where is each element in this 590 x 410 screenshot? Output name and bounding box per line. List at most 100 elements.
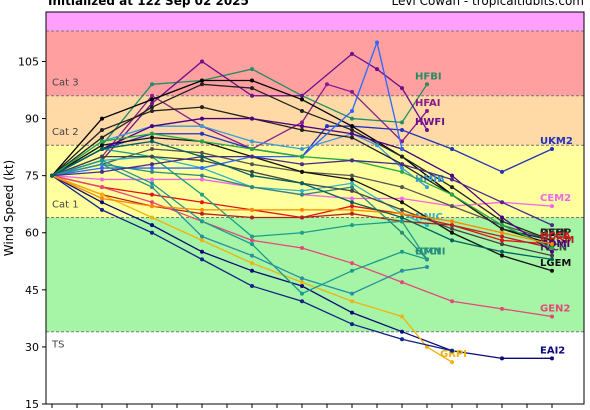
series-point xyxy=(150,230,154,235)
series-point xyxy=(250,173,254,178)
series-point xyxy=(100,143,104,148)
series-point xyxy=(450,299,454,304)
category-band-label: TS xyxy=(51,340,64,351)
series-point xyxy=(550,314,554,319)
series-point xyxy=(325,82,329,87)
series-point xyxy=(200,234,204,239)
series-point xyxy=(200,177,204,182)
series-point xyxy=(250,139,254,144)
series-point xyxy=(100,192,104,197)
series-point xyxy=(450,230,454,235)
series-point xyxy=(350,211,354,216)
series-point xyxy=(200,158,204,163)
series-point xyxy=(550,147,554,152)
series-point xyxy=(250,207,254,212)
series-point xyxy=(200,200,204,205)
series-point xyxy=(250,253,254,258)
series-point xyxy=(100,127,104,132)
series-point xyxy=(150,223,154,228)
series-point xyxy=(150,169,154,174)
series-point xyxy=(150,215,154,220)
series-point xyxy=(400,230,404,235)
series-point xyxy=(500,242,504,247)
series-point xyxy=(450,204,454,209)
series-point xyxy=(250,162,254,167)
series-point xyxy=(200,257,204,262)
series-point xyxy=(400,120,404,125)
series-point xyxy=(100,166,104,171)
series-point xyxy=(350,322,354,327)
series-point xyxy=(250,78,254,83)
series-point xyxy=(350,188,354,193)
series-point xyxy=(550,238,554,243)
series-point xyxy=(150,154,154,159)
series-point xyxy=(100,147,104,152)
series-point xyxy=(300,188,304,193)
series-point xyxy=(300,291,304,296)
series-point xyxy=(200,154,204,159)
category-band xyxy=(46,12,584,32)
series-point xyxy=(400,162,404,167)
series-point xyxy=(250,116,254,121)
series-label: DSHP xyxy=(540,227,571,238)
series-point xyxy=(500,306,504,311)
series-label: HWFI xyxy=(415,117,445,128)
series-point xyxy=(200,116,204,121)
series-point xyxy=(400,314,404,319)
series-line xyxy=(51,125,428,188)
series-point xyxy=(550,245,554,250)
series-point xyxy=(450,185,454,190)
y-tick-label: 75 xyxy=(25,170,39,183)
series-point xyxy=(375,143,379,148)
series-point xyxy=(150,192,154,197)
series-point xyxy=(250,268,254,273)
series-point xyxy=(350,310,354,315)
series-point xyxy=(550,253,554,258)
series-point xyxy=(300,181,304,186)
series-point xyxy=(100,185,104,190)
series-point xyxy=(300,230,304,235)
series-point xyxy=(375,40,379,45)
series-point xyxy=(400,219,404,224)
series-point xyxy=(100,154,104,159)
series-point xyxy=(500,234,504,239)
series-label: EAI2 xyxy=(540,345,565,356)
series-point xyxy=(250,185,254,190)
series-point xyxy=(400,169,404,174)
series-point xyxy=(350,177,354,182)
series-point xyxy=(150,101,154,106)
series-point xyxy=(425,257,429,262)
series-point xyxy=(50,173,54,178)
series-point xyxy=(150,200,154,205)
series-point xyxy=(350,185,354,190)
series-point xyxy=(100,207,104,212)
series-point xyxy=(100,139,104,144)
series-point xyxy=(400,86,404,91)
series-point xyxy=(350,261,354,266)
series-point xyxy=(100,116,104,121)
series-point xyxy=(350,127,354,132)
series-point xyxy=(300,93,304,98)
series-point xyxy=(150,108,154,113)
series-point xyxy=(350,181,354,186)
category-band xyxy=(46,217,584,332)
series-point xyxy=(300,108,304,113)
series-point xyxy=(150,181,154,186)
series-point xyxy=(550,242,554,247)
series-point xyxy=(100,162,104,167)
series-point xyxy=(450,238,454,243)
y-tick-label: 30 xyxy=(25,341,39,354)
series-point xyxy=(400,268,404,273)
series-point xyxy=(100,196,104,201)
series-point xyxy=(550,257,554,262)
series-point xyxy=(500,253,504,258)
series-line xyxy=(51,125,553,177)
chart-title: Initialized at 12z Sep 02 2025 xyxy=(48,0,249,8)
series-point xyxy=(100,200,104,205)
category-band-label: Cat 3 xyxy=(52,78,79,89)
series-point xyxy=(200,173,204,178)
series-point xyxy=(250,147,254,152)
series-point xyxy=(550,249,554,254)
series-point xyxy=(200,211,204,216)
series-point xyxy=(500,249,504,254)
